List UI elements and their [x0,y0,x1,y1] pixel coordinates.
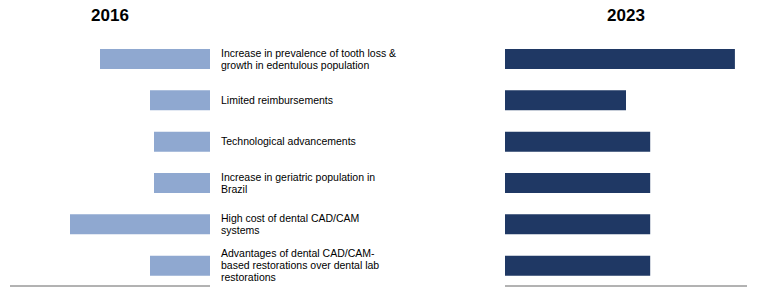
svg-text:Increase in geriatric populati: Increase in geriatric population inBrazi… [221,171,375,195]
svg-text:High cost of dental CAD/CAMsys: High cost of dental CAD/CAMsystems [221,212,359,236]
html-text:2023: 2023 [607,6,645,25]
html-text:2016: 2016 [91,6,129,25]
svg-text:Increase in prevalence of toot: Increase in prevalence of tooth loss &gr… [221,47,396,71]
svg-text:Advantages of dental CAD/CAM-b: Advantages of dental CAD/CAM-based resto… [221,247,379,283]
svg-text:Technological advancements: Technological advancements [221,135,356,147]
svg-text:Limited reimbursements: Limited reimbursements [221,94,333,106]
